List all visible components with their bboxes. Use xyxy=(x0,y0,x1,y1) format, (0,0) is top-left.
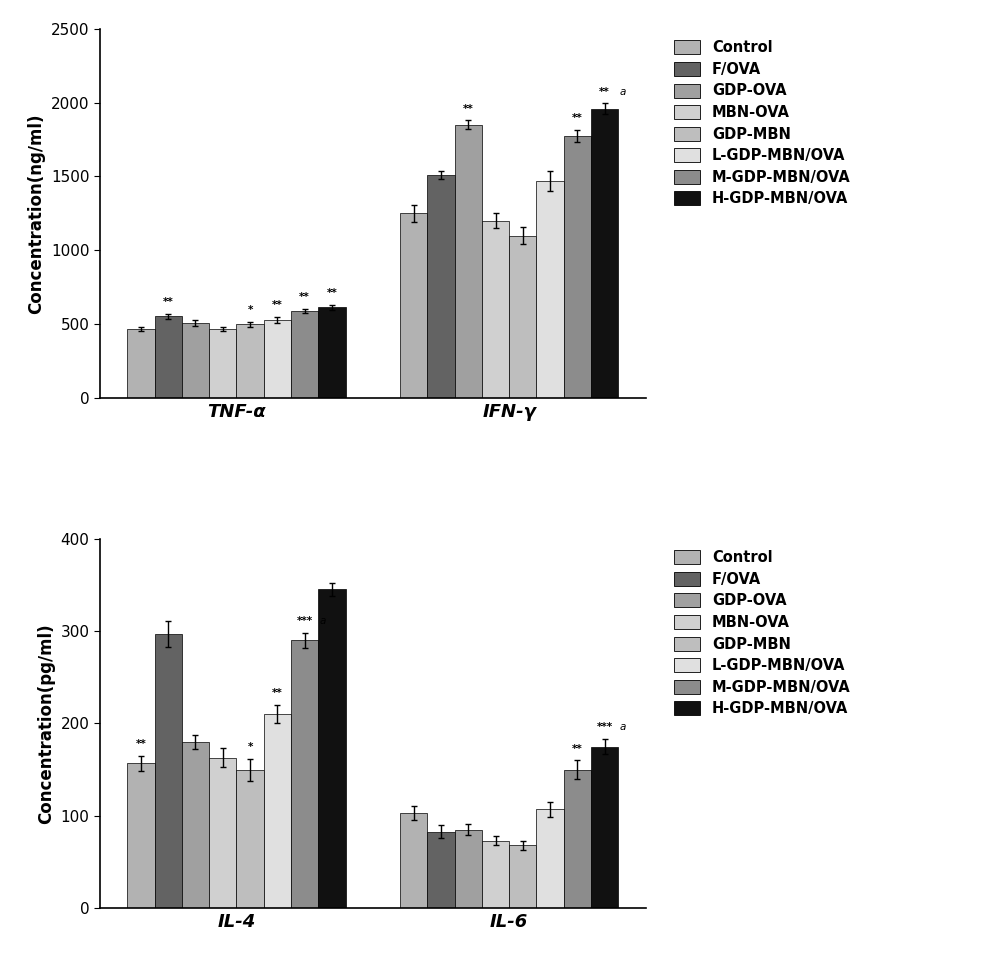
Bar xyxy=(182,742,209,908)
Bar xyxy=(291,641,318,908)
Text: ***: *** xyxy=(297,617,313,626)
Bar xyxy=(209,329,236,399)
Bar xyxy=(155,316,182,399)
Bar xyxy=(127,763,155,908)
Bar xyxy=(400,813,427,908)
Bar xyxy=(155,634,182,908)
Legend: Control, F/OVA, GDP-OVA, MBN-OVA, GDP-MBN, L-GDP-MBN/OVA, M-GDP-MBN/OVA, H-GDP-M: Control, F/OVA, GDP-OVA, MBN-OVA, GDP-MB… xyxy=(670,36,855,210)
Bar xyxy=(182,323,209,399)
Bar xyxy=(536,181,564,399)
Bar xyxy=(564,136,591,399)
Bar xyxy=(591,747,618,908)
Text: **: ** xyxy=(463,103,474,114)
Text: **: ** xyxy=(136,739,146,750)
Bar xyxy=(427,175,455,399)
Text: **: ** xyxy=(272,688,283,698)
Bar xyxy=(127,329,155,399)
Y-axis label: Concentration(pg/ml): Concentration(pg/ml) xyxy=(37,623,55,824)
Text: **: ** xyxy=(327,288,337,298)
Text: ***: *** xyxy=(597,723,613,732)
Bar xyxy=(591,108,618,399)
Bar xyxy=(236,770,264,908)
Bar xyxy=(209,757,236,908)
Text: **: ** xyxy=(163,297,174,307)
Bar xyxy=(455,830,482,908)
Text: **: ** xyxy=(599,87,610,97)
Text: a: a xyxy=(620,87,626,97)
Text: **: ** xyxy=(572,113,583,123)
Text: **: ** xyxy=(272,300,283,311)
Legend: Control, F/OVA, GDP-OVA, MBN-OVA, GDP-MBN, L-GDP-MBN/OVA, M-GDP-MBN/OVA, H-GDP-M: Control, F/OVA, GDP-OVA, MBN-OVA, GDP-MB… xyxy=(670,546,855,721)
Bar xyxy=(264,320,291,399)
Text: a: a xyxy=(620,723,626,732)
Bar xyxy=(318,590,346,908)
Text: **: ** xyxy=(299,293,310,302)
Text: **: ** xyxy=(572,744,583,753)
Bar xyxy=(509,845,536,908)
Text: a: a xyxy=(320,617,326,626)
Bar xyxy=(264,714,291,908)
Y-axis label: Concentration(ng/ml): Concentration(ng/ml) xyxy=(28,113,46,314)
Bar xyxy=(400,213,427,399)
Text: *: * xyxy=(247,742,253,751)
Bar xyxy=(564,770,591,908)
Bar xyxy=(482,840,509,908)
Bar xyxy=(509,235,536,399)
Bar xyxy=(482,221,509,399)
Text: *: * xyxy=(247,306,253,315)
Bar xyxy=(455,125,482,399)
Bar xyxy=(291,311,318,399)
Bar xyxy=(236,324,264,399)
Bar xyxy=(318,307,346,399)
Bar xyxy=(427,832,455,908)
Bar xyxy=(536,810,564,908)
